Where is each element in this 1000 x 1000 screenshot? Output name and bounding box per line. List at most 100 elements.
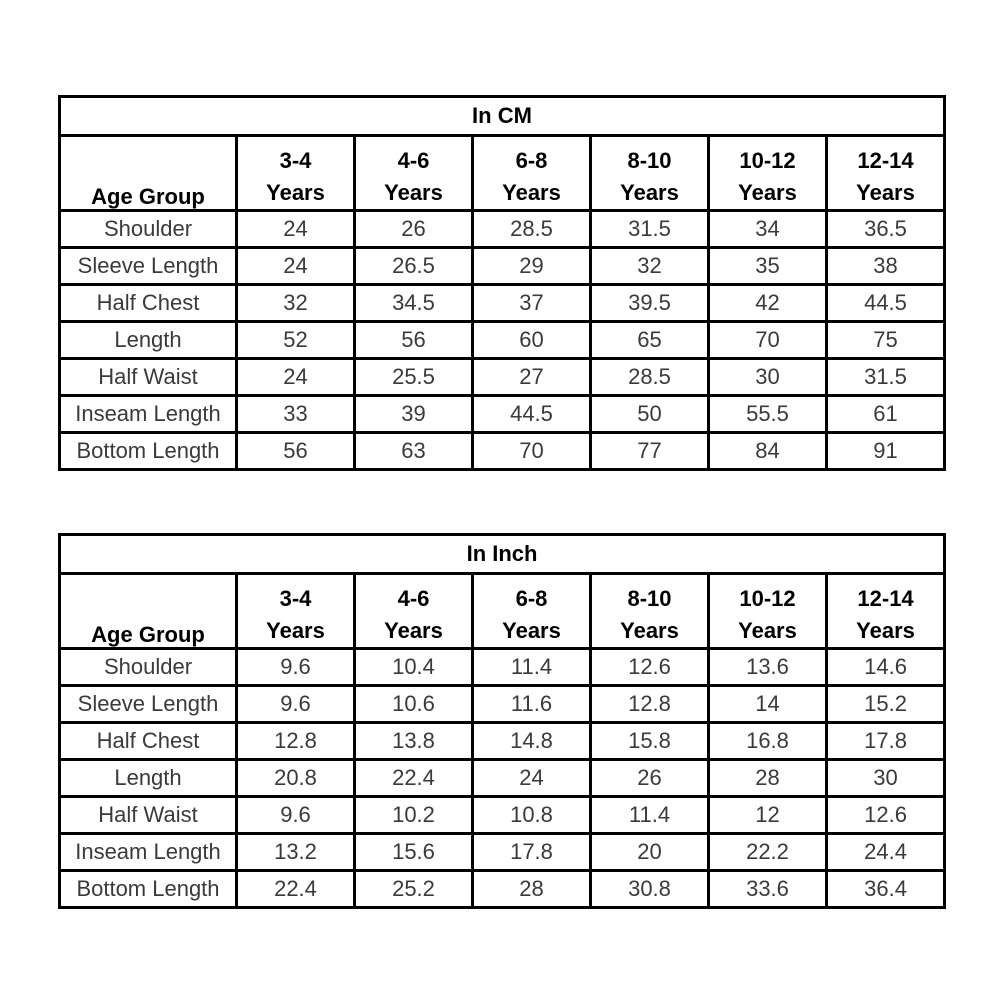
row-label: Half Chest xyxy=(58,721,238,761)
cell-value: 14.6 xyxy=(824,647,947,687)
corner-header-age-group: Age Group xyxy=(58,134,238,212)
table-row: Sleeve Length 9.6 10.6 11.6 12.8 14 15.2 xyxy=(58,684,947,724)
column-header-years-label: Years xyxy=(856,618,915,644)
cell-value: 26 xyxy=(353,209,474,249)
table-row: Length 20.8 22.4 24 26 28 30 xyxy=(58,758,947,798)
table-row: Sleeve Length 24 26.5 29 32 35 38 xyxy=(58,246,946,286)
table-row: Half Waist 9.6 10.2 10.8 11.4 12 12.6 xyxy=(58,795,947,835)
column-header-age-range: 4-6 xyxy=(397,586,430,612)
row-label: Half Waist xyxy=(58,357,238,397)
cell-value: 16.8 xyxy=(707,721,828,761)
cell-value: 15.2 xyxy=(824,684,947,724)
cell-value: 11.6 xyxy=(471,684,592,724)
column-header-years-label: Years xyxy=(502,618,561,644)
cell-value: 39.5 xyxy=(589,283,710,323)
column-header-age-range: 8-10 xyxy=(627,148,672,174)
cell-value: 24 xyxy=(235,357,356,397)
column-header: 3-4 Years xyxy=(235,134,356,212)
cell-value: 12.8 xyxy=(589,684,710,724)
column-header: 3-4 Years xyxy=(235,572,356,650)
size-table-cm-container: In CM Age Group 3-4 Years 4-6 Years 6-8 Years 8-… xyxy=(58,95,946,471)
cell-value: 9.6 xyxy=(235,647,356,687)
cell-value: 25.2 xyxy=(353,869,474,909)
cell-value: 44.5 xyxy=(825,283,946,323)
column-header-years-label: Years xyxy=(266,180,325,206)
column-header-age-range: 4-6 xyxy=(397,148,430,174)
row-label: Length xyxy=(58,320,238,360)
cell-value: 24 xyxy=(235,246,356,286)
cell-value: 31.5 xyxy=(589,209,710,249)
cell-value: 63 xyxy=(353,431,474,471)
column-header-age-range: 6-8 xyxy=(515,586,548,612)
cell-value: 35 xyxy=(707,246,828,286)
cell-value: 37 xyxy=(471,283,592,323)
cell-value: 26.5 xyxy=(353,246,474,286)
row-label: Shoulder xyxy=(58,647,238,687)
cell-value: 60 xyxy=(471,320,592,360)
column-header-years-label: Years xyxy=(620,180,679,206)
table-title-row: In CM xyxy=(58,95,946,137)
cell-value: 11.4 xyxy=(589,795,710,835)
cell-value: 55.5 xyxy=(707,394,828,434)
row-label: Inseam Length xyxy=(58,832,238,872)
cell-value: 50 xyxy=(589,394,710,434)
cell-value: 33.6 xyxy=(707,869,828,909)
cell-value: 30.8 xyxy=(589,869,710,909)
size-table-inch-container: In Inch Age Group 3-4 Years 4-6 Years 6-8 Years… xyxy=(57,533,947,909)
cell-value: 17.8 xyxy=(824,721,947,761)
column-header-years-label: Years xyxy=(266,618,325,644)
cell-value: 12.6 xyxy=(824,795,947,835)
cell-value: 77 xyxy=(589,431,710,471)
column-header-years-label: Years xyxy=(384,180,443,206)
row-label: Half Chest xyxy=(58,283,238,323)
cell-value: 24 xyxy=(471,758,592,798)
table-header-row: Age Group 3-4 Years 4-6 Years 6-8 Years 8-10 Yea… xyxy=(58,134,946,212)
table-row: Length 52 56 60 65 70 75 xyxy=(58,320,946,360)
table-title-row: In Inch xyxy=(57,533,947,575)
cell-value: 14 xyxy=(707,684,828,724)
cell-value: 29 xyxy=(471,246,592,286)
table-row: Bottom Length 22.4 25.2 28 30.8 33.6 36.4 xyxy=(58,869,947,909)
cell-value: 36.4 xyxy=(824,869,947,909)
table-row: Bottom Length 56 63 70 77 84 91 xyxy=(58,431,946,471)
cell-value: 10.4 xyxy=(353,647,474,687)
cell-value: 12.8 xyxy=(235,721,356,761)
column-header-years-label: Years xyxy=(856,180,915,206)
column-header-years-label: Years xyxy=(738,180,797,206)
cell-value: 10.8 xyxy=(471,795,592,835)
cell-value: 70 xyxy=(707,320,828,360)
cell-value: 75 xyxy=(825,320,946,360)
cell-value: 26 xyxy=(589,758,710,798)
cell-value: 31.5 xyxy=(825,357,946,397)
cell-value: 11.4 xyxy=(471,647,592,687)
cell-value: 91 xyxy=(825,431,946,471)
table-row: Inseam Length 13.2 15.6 17.8 20 22.2 24.4 xyxy=(58,832,947,872)
cell-value: 34 xyxy=(707,209,828,249)
cell-value: 13.6 xyxy=(707,647,828,687)
size-table: In Inch Age Group 3-4 Years 4-6 Years 6-8 Years… xyxy=(57,533,947,909)
cell-value: 20 xyxy=(589,832,710,872)
corner-header-age-group: Age Group xyxy=(58,572,238,650)
cell-value: 28 xyxy=(707,758,828,798)
column-header: 12-14 Years xyxy=(825,134,946,212)
column-header-years-label: Years xyxy=(384,618,443,644)
cell-value: 25.5 xyxy=(353,357,474,397)
cell-value: 28.5 xyxy=(589,357,710,397)
column-header-age-range: 10-12 xyxy=(739,586,796,612)
cell-value: 9.6 xyxy=(235,795,356,835)
cell-value: 30 xyxy=(707,357,828,397)
cell-value: 15.8 xyxy=(589,721,710,761)
cell-value: 13.2 xyxy=(235,832,356,872)
column-header-age-range: 8-10 xyxy=(627,586,672,612)
cell-value: 36.5 xyxy=(825,209,946,249)
row-label: Sleeve Length xyxy=(58,684,238,724)
row-label: Half Waist xyxy=(58,795,238,835)
table-title: In Inch xyxy=(57,533,947,575)
cell-value: 10.2 xyxy=(353,795,474,835)
size-table: In CM Age Group 3-4 Years 4-6 Years 6-8 Years 8-… xyxy=(58,95,946,471)
column-header: 4-6 Years xyxy=(353,572,474,650)
cell-value: 44.5 xyxy=(471,394,592,434)
table-row: Shoulder 24 26 28.5 31.5 34 36.5 xyxy=(58,209,946,249)
column-header-age-range: 12-14 xyxy=(857,148,914,174)
